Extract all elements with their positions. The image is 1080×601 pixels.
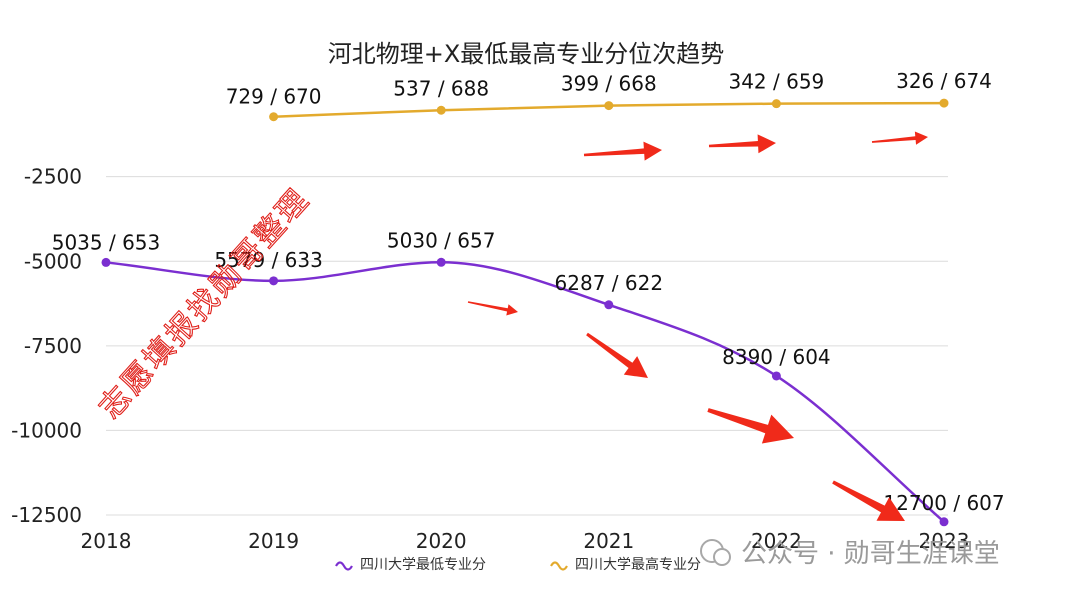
data-label: 342 / 659 bbox=[728, 70, 824, 94]
y-tick-label: -10000 bbox=[11, 418, 82, 442]
legend-label: 四川大学最低专业分 bbox=[360, 557, 486, 573]
source-badge-text: 公众号 · 勋哥生涯课堂 bbox=[741, 539, 1000, 569]
x-tick-label: 2018 bbox=[81, 529, 132, 553]
wechat-icon-bubble bbox=[713, 548, 731, 566]
data-point bbox=[771, 99, 781, 109]
red-arrow-annotation bbox=[871, 131, 928, 145]
data-label: 729 / 670 bbox=[226, 85, 322, 109]
y-tick-label: -12500 bbox=[11, 503, 82, 527]
data-point bbox=[269, 112, 279, 122]
legend-swatch bbox=[335, 561, 353, 571]
x-tick-label: 2021 bbox=[583, 529, 634, 553]
data-label: 537 / 688 bbox=[393, 76, 489, 100]
series-line bbox=[105, 261, 945, 523]
data-label: 5579 / 633 bbox=[214, 248, 323, 272]
data-label: 399 / 668 bbox=[561, 72, 657, 96]
grid-layer bbox=[106, 176, 948, 516]
data-point bbox=[604, 300, 614, 310]
data-point bbox=[939, 98, 949, 108]
data-label: 6287 / 622 bbox=[555, 271, 664, 295]
red-arrow-annotation bbox=[467, 301, 518, 316]
data-label: 5035 / 653 bbox=[52, 230, 161, 254]
x-tick-label: 2022 bbox=[751, 529, 802, 553]
x-tick-label: 2023 bbox=[919, 529, 970, 553]
data-point bbox=[771, 371, 781, 381]
x-tick-label: 2019 bbox=[248, 529, 299, 553]
data-point bbox=[436, 257, 446, 267]
red-arrow-annotation bbox=[832, 480, 905, 521]
red-arrow-annotation bbox=[707, 408, 794, 444]
watermark-text: 志愿填报找勋哥整理 bbox=[93, 182, 318, 426]
x-tick-label: 2020 bbox=[416, 529, 467, 553]
data-point bbox=[101, 257, 111, 267]
data-label: 8390 / 604 bbox=[722, 345, 831, 369]
data-point bbox=[939, 517, 949, 527]
red-arrow-annotation bbox=[708, 134, 776, 154]
legend-label: 四川大学最高专业分 bbox=[575, 556, 701, 573]
data-point bbox=[604, 101, 614, 111]
source-badge: 公众号 · 勋哥生涯课堂 bbox=[700, 539, 1000, 569]
legend-swatch bbox=[550, 561, 568, 571]
red-arrow-annotation bbox=[583, 141, 662, 161]
data-label: 12700 / 607 bbox=[883, 491, 1004, 515]
chart-title: 河北物理+X最低最高专业分位次趋势 bbox=[328, 40, 725, 68]
data-label: 5030 / 657 bbox=[387, 228, 496, 252]
data-point bbox=[436, 105, 446, 115]
y-tick-label: -2500 bbox=[24, 165, 82, 189]
red-arrow-annotation bbox=[586, 332, 648, 378]
data-label: 326 / 674 bbox=[896, 69, 992, 93]
y-tick-label: -5000 bbox=[24, 249, 82, 273]
y-tick-label: -7500 bbox=[24, 334, 82, 358]
data-point bbox=[269, 276, 279, 286]
